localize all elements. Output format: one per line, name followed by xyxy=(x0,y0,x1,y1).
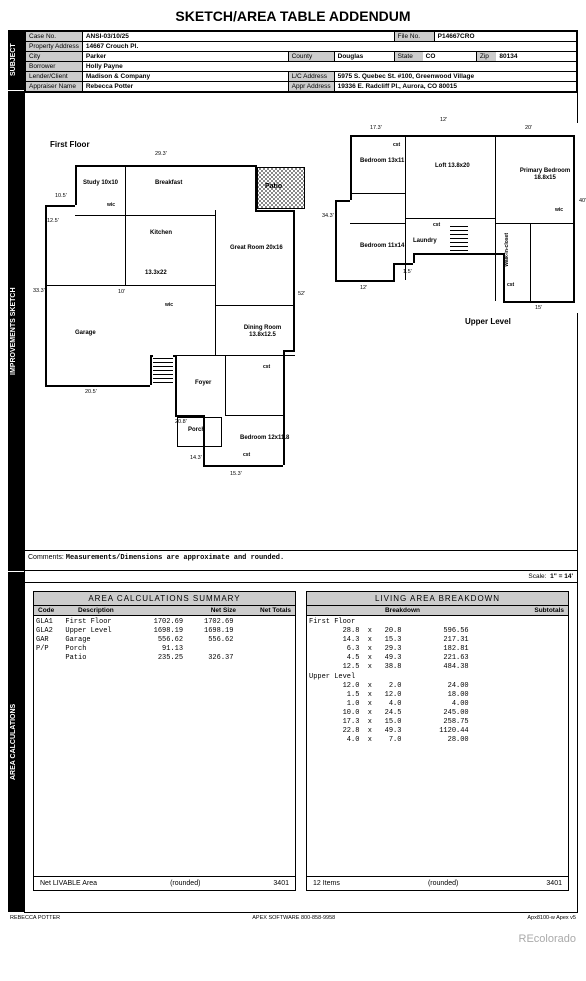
calc2-body: First Floor 28.8 x 20.8 596.56 14.3 x 15… xyxy=(307,616,568,876)
city: Parker xyxy=(82,52,288,62)
first-floor-plan: Study 10x10 Breakfast Patio Kitchen Grea… xyxy=(45,155,295,475)
page: SKETCH/AREA TABLE ADDENDUM SUBJECT IMPRO… xyxy=(0,0,586,929)
upper-title: Upper Level xyxy=(465,318,511,327)
study-label: Study 10x10 xyxy=(83,180,118,187)
calc2-head: Breakdown Subtotals xyxy=(307,606,568,616)
first-floor-title: First Floor xyxy=(50,141,90,150)
up-wic: wic xyxy=(555,208,563,214)
lc-addr: 5975 S. Quebec St. #100, Greenwood Villa… xyxy=(334,72,576,82)
file-no: P14667CRO xyxy=(434,32,576,42)
cst-label: cst xyxy=(263,365,270,371)
watermark: REcolorado xyxy=(0,929,586,949)
up-laundry: Laundry xyxy=(413,238,437,245)
dim-u40: 40' xyxy=(579,198,586,204)
page-footer: REBECCA POTTER APEX SOFTWARE 800-858-995… xyxy=(8,913,578,921)
dim-205: 20.5' xyxy=(85,389,97,395)
content: Case No.ANSI-03/10/25 File No.P14667CRO … xyxy=(24,30,578,913)
up-cst2: cst xyxy=(433,223,440,229)
dim-u343: 34.3' xyxy=(322,213,334,219)
calc1-head: Code Description Net Size Net Totals xyxy=(34,606,295,616)
dim-u15b: 1.5' xyxy=(403,269,412,275)
calc2-foot: 12 Items (rounded) 3401 xyxy=(307,876,568,890)
calc-area: AREA CALCULATIONS SUMMARY Code Descripti… xyxy=(25,583,577,899)
lender: Madison & Company xyxy=(82,72,288,82)
up-walkin: Walk-in-closet xyxy=(505,233,511,267)
dim-52: 52' xyxy=(298,291,305,297)
appraiser: Rebecca Potter xyxy=(82,82,288,92)
case-no: ANSI-03/10/25 xyxy=(82,32,394,42)
dim-u12b: 12' xyxy=(360,285,367,291)
calc1-title: AREA CALCULATIONS SUMMARY xyxy=(34,592,295,606)
up-bed1: Bedroom 13x11 xyxy=(360,158,404,165)
calc-breakdown: LIVING AREA BREAKDOWN Breakdown Subtotal… xyxy=(306,591,569,891)
calc-summary: AREA CALCULATIONS SUMMARY Code Descripti… xyxy=(33,591,296,891)
main-dim: 13.3x22 xyxy=(145,270,167,277)
borrower: Holly Payne xyxy=(82,62,576,72)
dim-143: 14.3' xyxy=(190,455,202,461)
calc1-body: GLA1 First Floor 1702.69 1702.69 GLA2 Up… xyxy=(34,616,295,876)
comments-row: Comments: Measurements/Dimensions are ap… xyxy=(25,550,577,570)
dim-125: 12.5' xyxy=(47,218,59,224)
layout: SUBJECT IMPROVEMENTS SKETCH AREA CALCULA… xyxy=(8,30,578,913)
patio-label: Patio xyxy=(265,183,282,191)
up-cst3: cst xyxy=(507,283,514,289)
up-bed2: Bedroom 11x14 xyxy=(360,243,404,250)
dim-u12: 12' xyxy=(440,117,447,123)
breakfast-label: Breakfast xyxy=(155,180,182,187)
scale-row: Scale: 1" = 14' xyxy=(25,570,577,583)
dim-208: 20.8' xyxy=(175,419,187,425)
tab-column: SUBJECT IMPROVEMENTS SKETCH AREA CALCULA… xyxy=(8,30,24,913)
page-title: SKETCH/AREA TABLE ADDENDUM xyxy=(8,8,578,24)
porch-label: Porch xyxy=(188,427,205,434)
great-label: Great Room 20x16 xyxy=(230,245,283,252)
appr-addr: 19336 E. Radcliff Pl., Aurora, CO 80015 xyxy=(334,82,576,92)
up-primary: Primary Bedroom 18.8x15 xyxy=(510,168,580,181)
dining-label: Dining Room 13.8x12.5 xyxy=(230,325,295,338)
state: CO xyxy=(423,52,477,61)
kitchen-label: Kitchen xyxy=(150,230,172,237)
foyer-label: Foyer xyxy=(195,380,211,387)
tab-calc: AREA CALCULATIONS xyxy=(8,572,24,912)
upper-floor-plan: Bedroom 13x11 Loft 13.8x20 Primary Bedro… xyxy=(335,123,580,313)
zip: 80134 xyxy=(496,52,576,61)
dim-u20: 20' xyxy=(525,125,532,131)
tab-subject: SUBJECT xyxy=(8,30,24,90)
footer-mid: APEX SOFTWARE 800-858-9958 xyxy=(252,915,335,921)
footer-right: Apx8100-w Apex v5 xyxy=(527,915,576,921)
comments-label: Comments: xyxy=(28,554,64,561)
comments-text: Measurements/Dimensions are approximate … xyxy=(66,554,284,562)
cst2-label: cst xyxy=(243,453,250,459)
up-cst1: cst xyxy=(393,143,400,149)
tab-sketch: IMPROVEMENTS SKETCH xyxy=(8,91,24,571)
dim-u173: 17.3' xyxy=(370,125,382,131)
sketch-area: First Floor xyxy=(25,92,577,570)
prop-addr: 14667 Crouch Pl. xyxy=(82,42,576,52)
dim-105: 10.5' xyxy=(55,193,67,199)
dim-293: 29.3' xyxy=(155,151,167,157)
dim-153: 15.3' xyxy=(230,471,242,477)
dim-10: 10' xyxy=(118,289,125,295)
header-table: Case No.ANSI-03/10/25 File No.P14667CRO … xyxy=(25,31,577,92)
dim-u15: 15' xyxy=(535,305,542,311)
stairs2-icon xyxy=(450,223,468,251)
footer-left: REBECCA POTTER xyxy=(10,915,60,921)
stairs-icon xyxy=(153,355,173,383)
bedroom1-label: Bedroom 12x11.8 xyxy=(240,435,289,442)
up-loft: Loft 13.8x20 xyxy=(435,163,470,170)
dim-333: 33.3' xyxy=(33,288,45,294)
calc2-title: LIVING AREA BREAKDOWN xyxy=(307,592,568,606)
county: Douglas xyxy=(334,52,394,62)
garage-label: Garage xyxy=(75,330,96,337)
wic2-label: wic xyxy=(165,303,173,309)
wic-label: wic xyxy=(107,203,115,209)
calc1-foot: Net LIVABLE Area (rounded) 3401 xyxy=(34,876,295,890)
